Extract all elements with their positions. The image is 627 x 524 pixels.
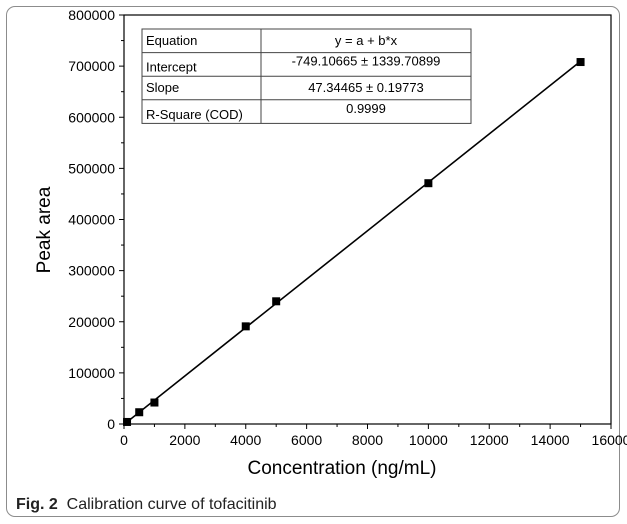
data-point: [576, 58, 585, 67]
x-tick-label: 4000: [230, 432, 261, 448]
y-tick-label: 400000: [68, 212, 115, 228]
caption-text: Calibration curve of tofacitinib: [66, 496, 277, 513]
y-tick-label: 300000: [68, 263, 115, 279]
stats-cell-label: R-Square (COD): [146, 107, 243, 122]
y-tick-label: 800000: [68, 7, 115, 23]
data-point: [272, 297, 281, 306]
y-tick-label: 600000: [68, 109, 115, 125]
figure-caption: Fig. 2 Calibration curve of tofacitinib: [16, 496, 277, 514]
x-tick-label: 10000: [409, 432, 448, 448]
x-tick-label: 8000: [352, 432, 383, 448]
x-tick-label: 16000: [592, 432, 627, 448]
fit-line-group: [123, 60, 582, 426]
data-point: [135, 408, 144, 417]
y-tick-label: 700000: [68, 58, 115, 74]
y-tick-label: 200000: [68, 314, 115, 330]
y-tick-label: 500000: [68, 160, 115, 176]
stats-cell-value: -749.10665 ± 1339.70899: [292, 54, 441, 69]
x-tick-label: 6000: [291, 432, 322, 448]
x-tick-label: 2000: [169, 432, 200, 448]
stats-cell-value: 47.34465 ± 0.19773: [308, 80, 424, 95]
data-points: [123, 58, 585, 426]
stats-cell-value: y = a + b*x: [335, 33, 398, 48]
stats-cell-label: Intercept: [146, 60, 197, 75]
stats-table: Equation y = a + b*x Intercept -749.10665 ±…: [141, 28, 472, 124]
data-point: [424, 179, 433, 188]
data-point: [123, 417, 132, 426]
x-tick-label: 0: [120, 432, 128, 448]
x-axis-label: Concentration (ng/mL): [247, 458, 436, 479]
stats-cell-value: 0.9999: [346, 101, 386, 116]
stats-cell-label: Slope: [146, 80, 179, 95]
y-axis-label: Peak area: [34, 186, 55, 273]
chart-ticks: 0 2000 4000 6000 8000 10000 12000 14000 16000 0 10…: [68, 7, 627, 448]
fit-line: [123, 60, 582, 426]
x-tick-label: 14000: [531, 432, 570, 448]
data-point: [150, 398, 159, 407]
y-tick-label: 100000: [68, 365, 115, 381]
x-tick-label: 12000: [470, 432, 509, 448]
y-tick-label: 0: [107, 416, 115, 432]
data-point: [241, 322, 250, 331]
caption-label: Fig. 2: [16, 496, 58, 513]
stats-cell-label: Equation: [146, 33, 197, 48]
